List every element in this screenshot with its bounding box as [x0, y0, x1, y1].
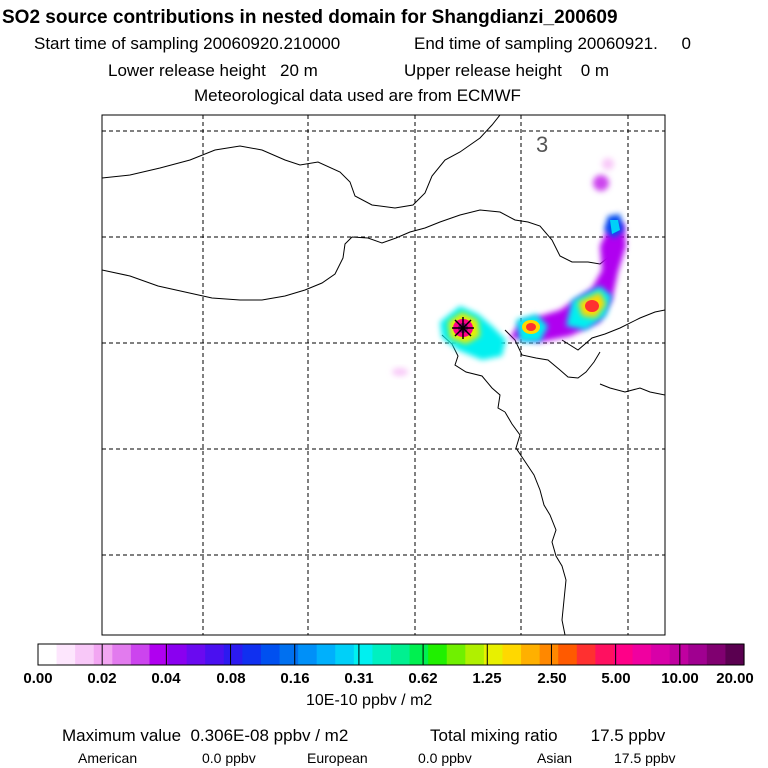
colorbar-cell	[56, 644, 76, 665]
star-icon	[452, 317, 474, 339]
lower-release-height: Lower release height 20 m	[108, 61, 318, 80]
colorbar-cell	[279, 644, 299, 665]
colorbar-cell	[539, 644, 559, 665]
asian-value: 17.5 ppbv	[614, 750, 676, 766]
colorbar-cell	[186, 644, 206, 665]
colorbar-cell	[446, 644, 466, 665]
colorbar-cell	[613, 644, 634, 665]
colorbar-cell	[632, 644, 652, 665]
colorbar-cell	[669, 644, 689, 665]
asian-label: Asian	[537, 750, 573, 766]
boundary-lines	[102, 115, 665, 635]
met-data-source: Meteorological data used are from ECMWF	[194, 86, 521, 105]
colorbar-tick: 0.00	[23, 670, 53, 687]
colorbar-units: 10E-10 ppbv / m2	[306, 692, 433, 709]
colorbar-cell	[353, 644, 374, 665]
colorbar-tick: 10.00	[661, 670, 699, 687]
colorbar-tick: 20.00	[716, 670, 754, 687]
colorbar-cell	[428, 644, 448, 665]
map-label: 3	[536, 132, 548, 157]
colorbar-cell	[205, 644, 225, 665]
colorbar-tick: 0.31	[344, 670, 374, 687]
plume-field	[392, 158, 626, 376]
colorbar-tick: 2.50	[537, 670, 567, 687]
colorbar-cell	[706, 644, 727, 665]
colorbar-cell	[483, 644, 504, 665]
colorbar-cell	[576, 644, 596, 665]
colorbar-cell	[260, 644, 281, 665]
colorbar-cell	[93, 644, 113, 665]
colorbar-tick: 0.04	[151, 670, 181, 687]
colorbar-cell	[409, 644, 429, 665]
upper-release-height: Upper release height 0 m	[404, 61, 610, 80]
grid-lines	[102, 115, 665, 635]
end-time: End time of sampling 20060921. 0	[414, 34, 691, 53]
colorbar-cell	[521, 644, 541, 665]
map-frame	[101, 114, 666, 636]
colorbar-cell	[595, 644, 615, 665]
colorbar-cell	[372, 644, 392, 665]
colorbar-tick: 0.16	[280, 670, 310, 687]
colorbar-cell	[38, 644, 58, 665]
european-value: 0.0 ppbv	[418, 750, 472, 766]
colorbar-cell	[725, 644, 745, 665]
colorbar-cell	[558, 644, 578, 665]
colorbar-cell	[391, 644, 411, 665]
colorbar-tick: 1.25	[472, 670, 502, 687]
total-mixing-ratio: Total mixing ratio 17.5 ppbv	[430, 726, 666, 745]
colorbar-cell	[651, 644, 671, 665]
colorbar-cell	[223, 644, 243, 665]
colorbar-cell	[130, 644, 151, 665]
colorbar-tick: 0.02	[87, 670, 117, 687]
colorbar-cell	[149, 644, 169, 665]
colorbar-tick: 5.00	[601, 670, 631, 687]
colorbar-cell	[242, 644, 262, 665]
american-label: American	[78, 750, 138, 766]
european-label: European	[307, 750, 368, 766]
colorbar-cell	[465, 644, 485, 665]
american-value: 0.0 ppbv	[202, 750, 256, 766]
colorbar-cell	[75, 644, 95, 665]
colorbar-cell	[168, 644, 188, 665]
colorbar-cell	[112, 644, 132, 665]
colorbar-cell	[502, 644, 522, 665]
colorbar-cell	[316, 644, 336, 665]
maximum-value: Maximum value 0.306E-08 ppbv / m2	[62, 726, 349, 745]
start-time: Start time of sampling 20060920.210000	[34, 34, 341, 53]
colorbar-tick: 0.08	[216, 670, 246, 687]
colorbar-cell	[335, 644, 355, 665]
colorbar-cell	[298, 644, 318, 665]
page-title: SO2 source contributions in nested domai…	[2, 7, 618, 28]
colorbar-tick: 0.62	[408, 670, 438, 687]
colorbar-cell	[688, 644, 708, 665]
